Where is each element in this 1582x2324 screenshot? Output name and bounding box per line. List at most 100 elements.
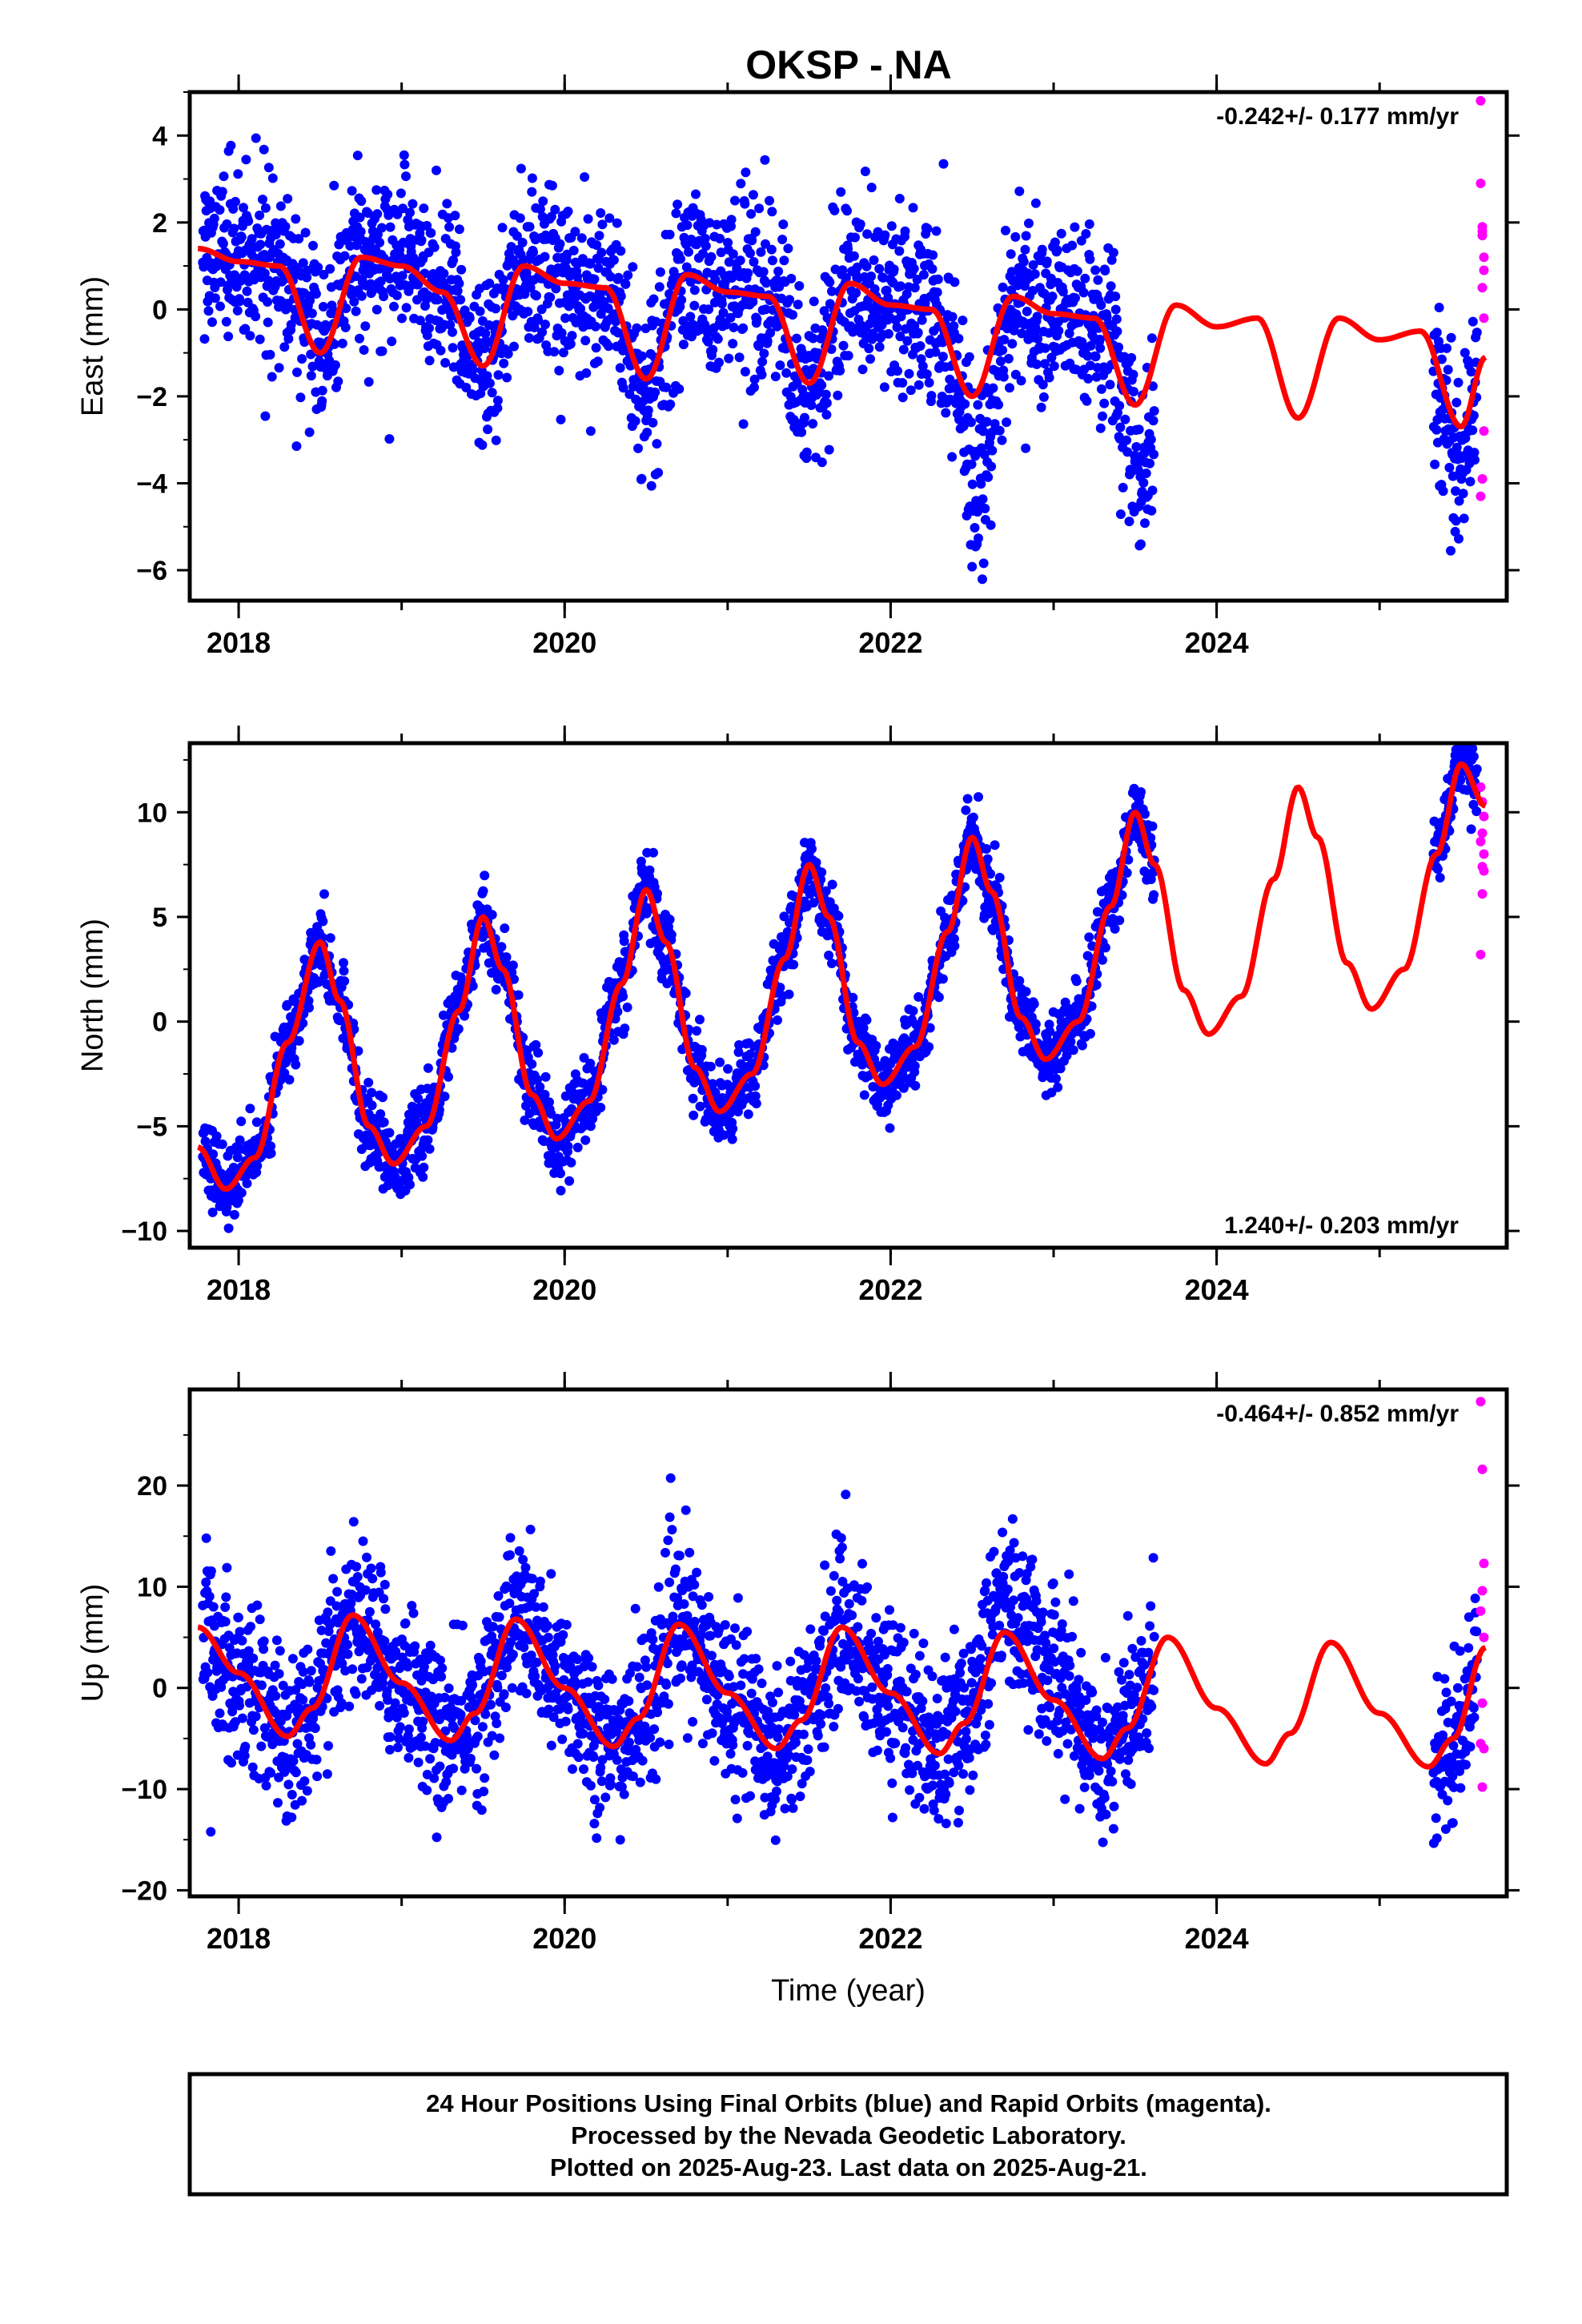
final-orbit-point [266, 1767, 276, 1778]
final-orbit-point [1453, 377, 1464, 388]
final-orbit-point [572, 1142, 583, 1152]
final-orbit-point [221, 316, 231, 327]
final-orbit-point [1032, 312, 1042, 322]
final-orbit-point [994, 425, 1005, 436]
final-orbit-point [1030, 1019, 1041, 1029]
final-orbit-point [1032, 359, 1042, 369]
final-orbit-point [738, 323, 749, 333]
final-orbit-point [379, 292, 389, 302]
final-orbit-point [1122, 868, 1132, 878]
final-orbit-point [493, 370, 504, 380]
final-orbit-point [332, 1586, 343, 1597]
final-orbit-point [248, 1725, 259, 1735]
final-orbit-point [215, 205, 225, 215]
final-orbit-point [915, 341, 926, 351]
final-orbit-point [1454, 496, 1464, 506]
final-orbit-point [270, 1660, 280, 1671]
final-orbit-point [762, 336, 773, 346]
rate-label: 1.240+/- 0.203 mm/yr [1224, 1212, 1459, 1239]
rapid-orbit-points [1476, 95, 1489, 501]
final-orbit-point [652, 888, 662, 899]
final-orbit-point [723, 1063, 733, 1074]
final-orbit-point [623, 270, 633, 280]
final-orbit-point [229, 223, 239, 234]
final-orbit-point [632, 323, 642, 333]
final-orbit-point [360, 1585, 371, 1595]
final-orbit-point [383, 189, 393, 199]
final-orbit-point [653, 468, 664, 478]
final-orbit-point [767, 207, 777, 217]
final-orbit-point [1033, 334, 1043, 344]
final-orbit-point [527, 173, 537, 183]
final-orbit-point [673, 199, 683, 210]
y-tick-label: 5 [152, 903, 167, 933]
final-orbit-point [1134, 424, 1144, 435]
final-orbit-point [247, 1762, 258, 1772]
final-orbit-point [947, 452, 958, 462]
final-orbit-point [283, 1779, 294, 1790]
final-orbit-point [897, 1069, 908, 1080]
final-orbit-point [967, 479, 978, 489]
final-orbit-point [1468, 743, 1478, 754]
final-orbit-point [898, 344, 909, 355]
final-orbit-point [751, 1099, 761, 1108]
final-orbit-point [1147, 485, 1158, 496]
final-orbit-point [908, 1006, 918, 1016]
final-orbit-point [889, 264, 899, 275]
final-orbit-point [395, 244, 405, 255]
final-orbit-point [1037, 244, 1047, 255]
final-orbit-point [900, 226, 910, 236]
final-orbit-point [806, 400, 817, 410]
final-orbit-point [874, 342, 885, 352]
final-orbit-point [555, 239, 565, 249]
final-orbit-point [1098, 955, 1107, 965]
final-orbit-point [221, 1592, 231, 1602]
final-orbit-point [695, 1101, 705, 1112]
final-orbit-point [1472, 806, 1482, 817]
final-orbit-point [740, 199, 750, 209]
final-orbit-point [207, 317, 217, 328]
final-orbit-point [375, 276, 386, 287]
final-orbit-point [515, 213, 525, 223]
final-orbit-point [674, 384, 685, 394]
final-orbit-point [292, 1739, 303, 1749]
final-orbit-point [294, 1035, 304, 1046]
final-orbit-point [932, 287, 942, 297]
final-orbit-point [1085, 360, 1095, 371]
final-orbit-point [730, 195, 740, 206]
final-orbit-point [1024, 218, 1034, 228]
final-orbit-point [1466, 367, 1476, 377]
final-orbit-point [266, 1141, 276, 1152]
final-orbit-point [209, 1621, 219, 1631]
final-orbit-point [1111, 314, 1122, 324]
final-orbit-point [210, 293, 220, 304]
rapid-orbit-point [1477, 283, 1488, 293]
final-orbit-point [450, 211, 460, 221]
final-orbit-point [233, 169, 243, 179]
final-orbit-point [1447, 471, 1458, 481]
final-orbit-point [503, 348, 513, 359]
final-orbit-point [1080, 273, 1090, 283]
final-orbit-point [880, 230, 890, 240]
final-orbit-point [1131, 442, 1142, 452]
final-orbit-point [544, 1097, 554, 1108]
final-orbit-point [1100, 943, 1110, 953]
final-orbit-point [203, 306, 214, 316]
final-orbit-point [596, 208, 606, 218]
final-orbit-point [232, 1152, 243, 1163]
final-orbit-point [1470, 455, 1480, 465]
final-orbit-point [306, 1666, 316, 1676]
final-orbit-point [922, 223, 933, 234]
final-orbit-point [743, 1109, 753, 1120]
final-orbit-point [483, 424, 493, 435]
final-orbit-point [973, 400, 983, 410]
final-orbit-point [949, 934, 959, 944]
final-orbit-point [263, 297, 273, 307]
final-orbit-point [1106, 281, 1116, 292]
final-orbit-point [246, 1622, 255, 1632]
final-orbit-point [295, 392, 306, 403]
final-orbit-point [311, 289, 321, 299]
final-orbit-point [843, 351, 853, 361]
final-orbit-point [1110, 923, 1120, 934]
final-orbit-point [206, 1566, 216, 1576]
